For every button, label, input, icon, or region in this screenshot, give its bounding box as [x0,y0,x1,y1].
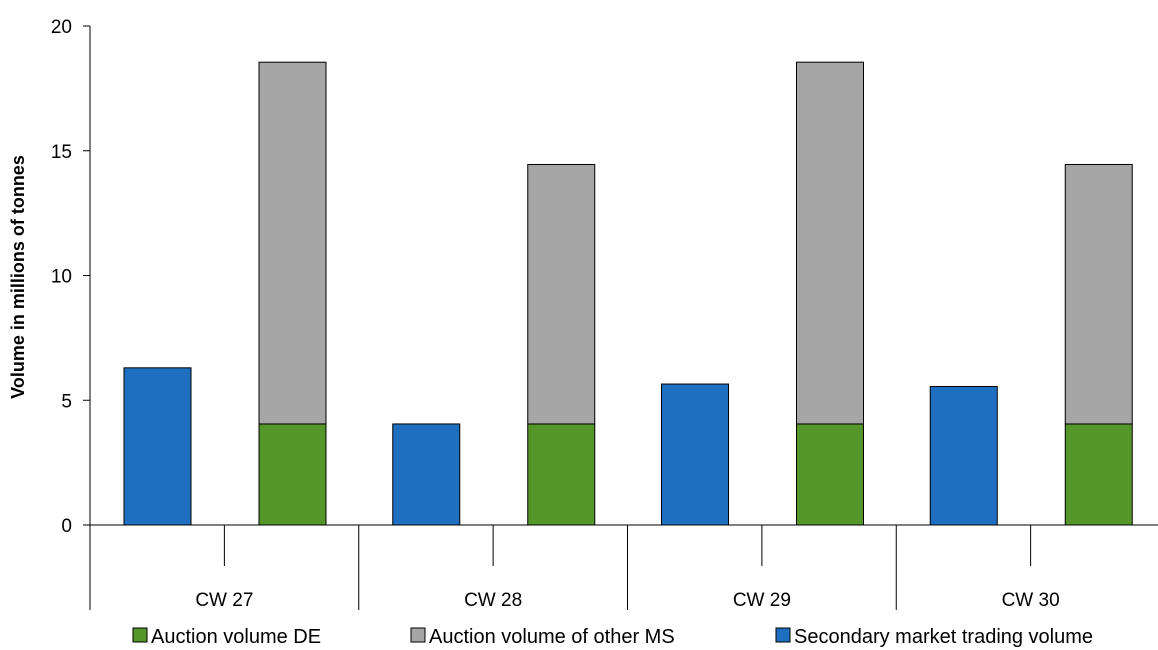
x-category-label: CW 30 [1002,590,1060,611]
legend-swatch [132,627,148,643]
bars [123,61,1133,526]
y-axis-label: Volume in millions of tonnes [8,155,28,399]
bar-auction-de [258,423,327,526]
bar-auction-other-ms [796,61,864,425]
bar-auction-other-ms [258,61,327,425]
y-tick-labels: 0 5 10 15 20 [51,17,72,537]
x-category-label: CW 29 [733,590,791,611]
bar-auction-other-ms [1064,163,1133,425]
y-tick-label: 20 [51,17,72,38]
legend: Auction volume DE Auction volume of other… [132,626,1093,648]
bar-auction-de [1064,423,1133,526]
legend-label: Auction volume of other MS [429,626,675,648]
category-labels: CW 27 CW 28 CW 29 CW 30 [195,590,1059,611]
x-category-label: CW 28 [464,590,522,611]
bar-auction-other-ms [527,163,596,425]
bar-auction-de [527,423,596,526]
legend-swatch [410,627,426,643]
bar-auction-de [796,423,864,526]
bar-secondary-market [661,383,729,526]
y-tick-label: 15 [51,142,72,163]
legend-label: Auction volume DE [151,626,321,648]
bar-secondary-market [929,386,998,526]
legend-label: Secondary market trading volume [794,626,1093,648]
bar-secondary-market [392,423,461,526]
y-tick-label: 10 [51,267,72,288]
legend-swatch [775,627,791,643]
y-tick-label: 0 [61,516,72,537]
bar-secondary-market [123,367,192,526]
y-tick-label: 5 [61,391,72,412]
x-category-label: CW 27 [195,590,253,611]
